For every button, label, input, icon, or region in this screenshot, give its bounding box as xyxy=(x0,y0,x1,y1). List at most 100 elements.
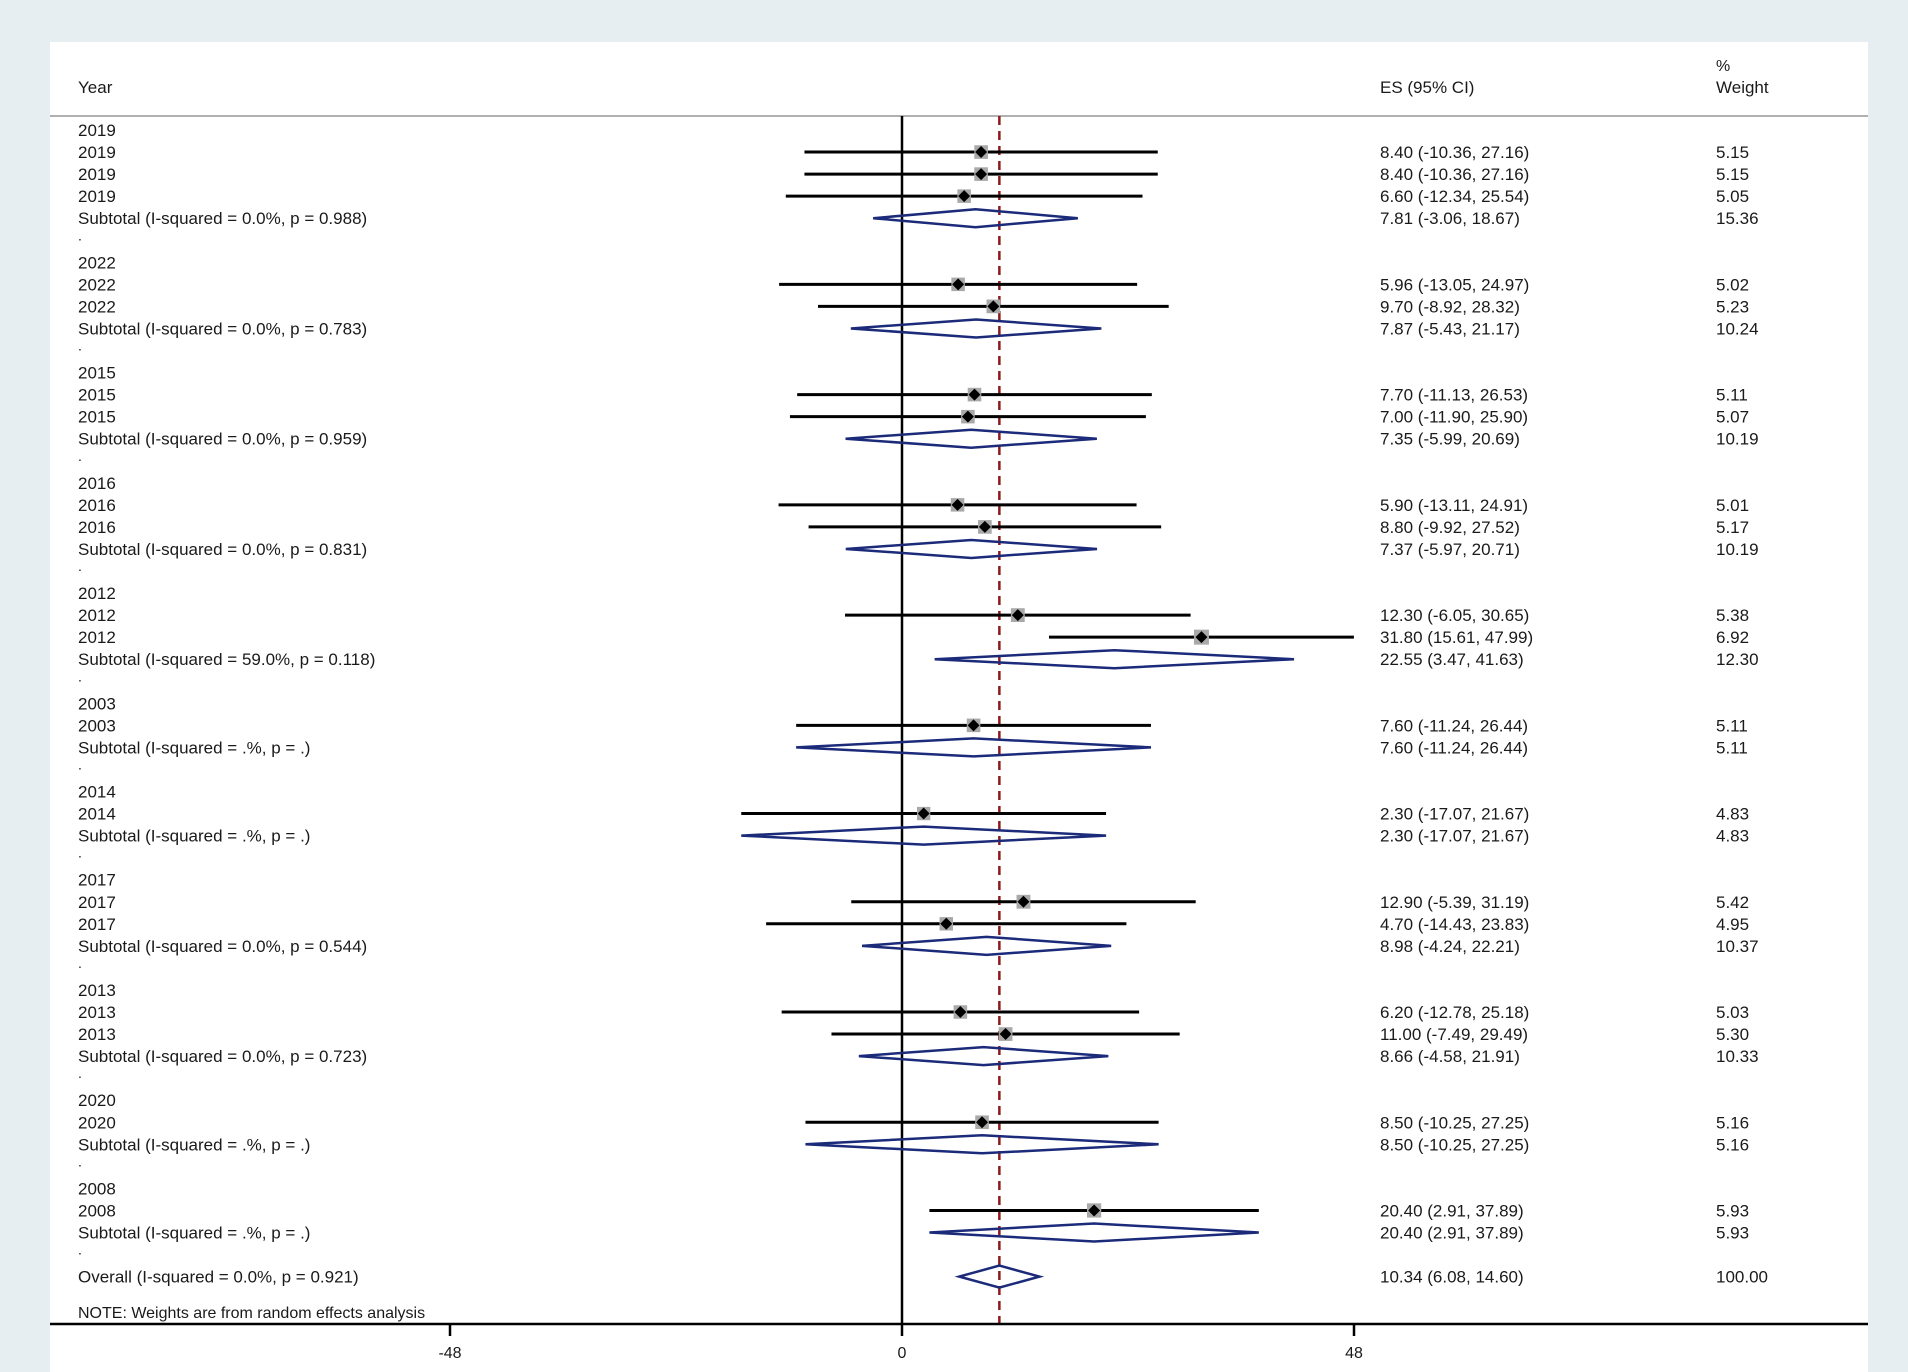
study-label: 2008 xyxy=(78,1201,116,1220)
study-label: 2013 xyxy=(78,1003,116,1022)
group-spacer: . xyxy=(78,1242,82,1258)
subtotal-diamond xyxy=(858,1045,1109,1067)
study-weight: 5.30 xyxy=(1716,1025,1749,1044)
study-weight: 5.17 xyxy=(1716,518,1749,537)
subtotal-weight: 4.83 xyxy=(1716,827,1749,846)
study-label: 2003 xyxy=(78,716,116,735)
subtotal-diamond xyxy=(861,935,1112,957)
overall-es-ci: 10.34 (6.08, 14.60) xyxy=(1380,1268,1524,1287)
study-es-ci: 12.30 (-6.05, 30.65) xyxy=(1380,606,1529,625)
study-es-ci: 31.80 (15.61, 47.99) xyxy=(1380,628,1533,647)
subtotal-weight: 10.37 xyxy=(1716,937,1759,956)
study-point-estimate xyxy=(958,190,971,203)
study-point-estimate xyxy=(968,388,981,401)
study-point-estimate xyxy=(987,300,1000,313)
subtotal-label: Subtotal (I-squared = 0.0%, p = 0.988) xyxy=(78,209,367,228)
study-label: 2016 xyxy=(78,518,116,537)
group-year-label: 2016 xyxy=(78,474,116,493)
study-weight: 5.11 xyxy=(1716,386,1748,405)
es-column-header: ES (95% CI) xyxy=(1380,78,1474,97)
study-point-estimate xyxy=(1017,895,1030,908)
study-weight: 5.05 xyxy=(1716,187,1749,206)
footnote: NOTE: Weights are from random effects an… xyxy=(78,1305,425,1322)
study-label: 2016 xyxy=(78,496,116,515)
subtotal-es-ci: 7.37 (-5.97, 20.71) xyxy=(1380,540,1520,559)
study-label: 2017 xyxy=(78,915,116,934)
subtotal-es-ci: 7.87 (-5.43, 21.17) xyxy=(1380,319,1520,338)
study-point-estimate xyxy=(1011,609,1024,622)
group-year-label: 2014 xyxy=(78,783,116,802)
group-spacer: . xyxy=(78,845,82,861)
group-year-label: 2015 xyxy=(78,364,116,383)
weight-column-header-top: % xyxy=(1716,58,1730,75)
study-weight: 5.07 xyxy=(1716,408,1749,427)
study-label: 2019 xyxy=(78,165,116,184)
study-point-estimate xyxy=(1088,1204,1101,1217)
subtotal-diamond xyxy=(805,1134,1159,1155)
study-point-estimate xyxy=(975,146,988,159)
subtotal-label: Subtotal (I-squared = .%, p = .) xyxy=(78,827,310,846)
subtotal-diamond xyxy=(845,428,1097,449)
group-year-label: 2019 xyxy=(78,121,116,140)
group-spacer: . xyxy=(78,756,82,772)
group-spacer: . xyxy=(78,227,82,243)
subtotal-es-ci: 7.81 (-3.06, 18.67) xyxy=(1380,209,1520,228)
study-weight: 5.42 xyxy=(1716,893,1749,912)
study-point-estimate xyxy=(952,278,965,291)
study-es-ci: 2.30 (-17.07, 21.67) xyxy=(1380,805,1529,824)
study-label: 2012 xyxy=(78,628,116,647)
study-weight: 6.92 xyxy=(1716,628,1749,647)
overall-diamond xyxy=(954,1264,1045,1289)
year-column-header: Year xyxy=(78,78,113,97)
study-weight: 5.01 xyxy=(1716,496,1749,515)
subtotal-es-ci: 8.66 (-4.58, 21.91) xyxy=(1380,1047,1520,1066)
subtotal-weight: 10.33 xyxy=(1716,1047,1759,1066)
study-es-ci: 8.80 (-9.92, 27.52) xyxy=(1380,518,1520,537)
study-point-estimate xyxy=(967,719,980,732)
plot-panel xyxy=(50,42,1868,1372)
subtotal-weight: 5.16 xyxy=(1716,1135,1749,1154)
x-axis-tick-label: 48 xyxy=(1345,1345,1363,1362)
study-label: 2019 xyxy=(78,143,116,162)
study-point-estimate xyxy=(999,1028,1012,1041)
study-weight: 5.23 xyxy=(1716,297,1749,316)
study-es-ci: 20.40 (2.91, 37.89) xyxy=(1380,1201,1524,1220)
study-point-estimate xyxy=(954,1006,967,1018)
group-spacer: . xyxy=(78,955,82,971)
group-year-label: 2013 xyxy=(78,981,116,1000)
subtotal-es-ci: 7.35 (-5.99, 20.69) xyxy=(1380,430,1520,449)
group-year-label: 2003 xyxy=(78,694,116,713)
study-label: 2015 xyxy=(78,386,116,405)
forest-marks: 2019 2019 8.40 (-10.36, 27.16) 5.15 2019 8.40… xyxy=(50,116,1868,1362)
study-label: 2020 xyxy=(78,1113,116,1132)
subtotal-es-ci: 20.40 (2.91, 37.89) xyxy=(1380,1224,1524,1243)
study-weight: 5.93 xyxy=(1716,1201,1749,1220)
subtotal-es-ci: 2.30 (-17.07, 21.67) xyxy=(1380,827,1529,846)
study-label: 2022 xyxy=(78,275,116,294)
x-axis-tick-label: 0 xyxy=(898,1345,907,1362)
study-point-estimate xyxy=(951,498,964,511)
subtotal-es-ci: 8.98 (-4.24, 22.21) xyxy=(1380,937,1520,956)
group-spacer: . xyxy=(78,558,82,574)
study-label: 2015 xyxy=(78,408,116,427)
study-weight: 5.02 xyxy=(1716,275,1749,294)
x-axis-tick-label: -48 xyxy=(438,1345,461,1362)
subtotal-label: Subtotal (I-squared = 0.0%, p = 0.723) xyxy=(78,1047,367,1066)
subtotal-label: Subtotal (I-squared = .%, p = .) xyxy=(78,738,310,757)
study-weight: 5.38 xyxy=(1716,606,1749,625)
study-point-estimate xyxy=(975,168,988,181)
group-year-label: 2022 xyxy=(78,253,116,272)
study-point-estimate xyxy=(917,807,930,820)
group-spacer: . xyxy=(78,668,82,684)
study-es-ci: 12.90 (-5.39, 31.19) xyxy=(1380,893,1529,912)
subtotal-label: Subtotal (I-squared = 0.0%, p = 0.783) xyxy=(78,319,367,338)
study-point-estimate xyxy=(1195,631,1208,644)
study-point-estimate xyxy=(976,1116,989,1129)
subtotal-diamond xyxy=(850,318,1102,339)
subtotal-diamond xyxy=(741,825,1107,846)
overall-label: Overall (I-squared = 0.0%, p = 0.921) xyxy=(78,1268,359,1287)
study-label: 2019 xyxy=(78,187,116,206)
group-spacer: . xyxy=(78,1153,82,1169)
study-es-ci: 6.60 (-12.34, 25.54) xyxy=(1380,187,1529,206)
